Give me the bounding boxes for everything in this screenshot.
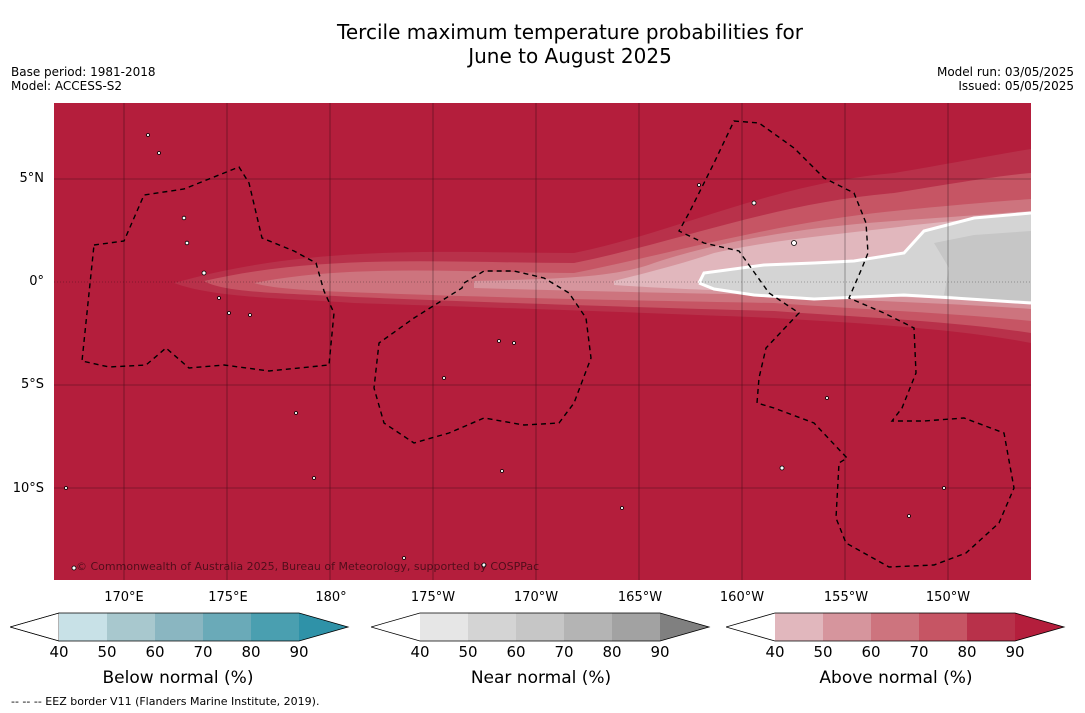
- cb-near-tick-80: 80: [602, 643, 622, 661]
- lat-label-5n: 5°N: [19, 171, 45, 186]
- colorbar-above-5: [967, 613, 1015, 641]
- cb-below-title: Below normal (%): [102, 668, 254, 688]
- lon-label-150w: 150°W: [925, 590, 971, 605]
- map-title: Tercile maximum temperature probabilitie…: [0, 20, 1085, 68]
- colorbar-below-0: [10, 612, 60, 642]
- colorbar-above-normal: [726, 612, 1066, 642]
- title-line-1: Tercile maximum temperature probabilitie…: [337, 20, 803, 44]
- probability-map: © Commonwealth of Australia 2025, Bureau…: [54, 103, 1031, 580]
- cb-near-tick-70: 70: [554, 643, 574, 661]
- lon-label-170w: 170°W: [513, 590, 559, 605]
- near-normal-core: [934, 231, 1031, 301]
- meta-left: Base period: 1981-2018 Model: ACCESS-S2: [11, 65, 156, 93]
- colorbar-below-normal: [10, 612, 350, 642]
- meta-right: Model run: 03/05/2025 Issued: 05/05/2025: [937, 65, 1074, 93]
- colorbar-near-1: [420, 613, 468, 641]
- lat-label-10s: 10°S: [12, 481, 44, 496]
- colorbar-above-1: [775, 613, 823, 641]
- lon-label-180: 180°: [315, 590, 347, 605]
- cb-near-tick-50: 50: [458, 643, 478, 661]
- lon-label-175e: 175°E: [208, 590, 248, 605]
- cb-near-tick-90: 90: [650, 643, 670, 661]
- lon-label-155w: 155°W: [823, 590, 869, 605]
- near-normal-border: [697, 211, 1031, 305]
- colorbar-near-0: [371, 613, 420, 641]
- copyright-text: © Commonwealth of Australia 2025, Bureau…: [76, 560, 539, 573]
- colorbar-above-3: [871, 613, 919, 641]
- colorbar-near-normal: [371, 612, 711, 642]
- cb-above-title: Above normal (%): [819, 668, 973, 688]
- cb-near-tick-40: 40: [410, 643, 430, 661]
- cb-below-tick-60: 60: [145, 643, 165, 661]
- eez-footer-note: -- -- -- EEZ border V11 (Flanders Marine…: [11, 695, 320, 708]
- colorbar-below-3: [155, 613, 203, 641]
- lon-label-160w: 160°W: [719, 590, 765, 605]
- lat-label-0: 0°: [29, 274, 44, 289]
- islands: [64, 133, 946, 571]
- cb-below-tick-50: 50: [97, 643, 117, 661]
- lon-label-170e: 170°E: [104, 590, 144, 605]
- cb-below-tick-90: 90: [289, 643, 309, 661]
- colorbar-below-4: [203, 613, 251, 641]
- colorbar-near-2: [468, 613, 516, 641]
- cb-below-tick-40: 40: [49, 643, 69, 661]
- colorbar-above-6: [1015, 613, 1064, 641]
- colorbar-below-6: [299, 613, 348, 641]
- lon-label-175w: 175°W: [410, 590, 456, 605]
- model-name: Model: ACCESS-S2: [11, 79, 123, 93]
- cb-below-tick-80: 80: [241, 643, 261, 661]
- cb-below-tick-70: 70: [193, 643, 213, 661]
- eez-borders: [81, 120, 1015, 568]
- colorbar-below-2: [107, 613, 155, 641]
- cb-above-tick-90: 90: [1005, 643, 1025, 661]
- cb-above-tick-70: 70: [909, 643, 929, 661]
- colorbar-above-0: [726, 613, 775, 641]
- colorbar-near-5: [612, 613, 660, 641]
- title-line-2: June to August 2025: [468, 44, 672, 68]
- colorbar-below-1: [59, 613, 107, 641]
- cb-above-tick-50: 50: [813, 643, 833, 661]
- lat-label-5s: 5°S: [20, 377, 44, 392]
- grid-lines: [54, 103, 1031, 580]
- cb-near-tick-60: 60: [506, 643, 526, 661]
- colorbar-near-4: [564, 613, 612, 641]
- colorbar-above-4: [919, 613, 967, 641]
- cb-near-title: Near normal (%): [470, 668, 612, 688]
- colorbar-below-5: [251, 613, 299, 641]
- colorbar-near-6: [660, 613, 709, 641]
- colorbar-above-2: [823, 613, 871, 641]
- issued-date: Issued: 05/05/2025: [958, 79, 1074, 93]
- model-run: Model run: 03/05/2025: [936, 65, 1074, 79]
- cb-above-tick-40: 40: [765, 643, 785, 661]
- base-period: Base period: 1981-2018: [11, 65, 156, 79]
- lon-label-165w: 165°W: [617, 590, 663, 605]
- cb-above-tick-60: 60: [861, 643, 881, 661]
- cb-above-tick-80: 80: [957, 643, 977, 661]
- colorbar-near-3: [516, 613, 564, 641]
